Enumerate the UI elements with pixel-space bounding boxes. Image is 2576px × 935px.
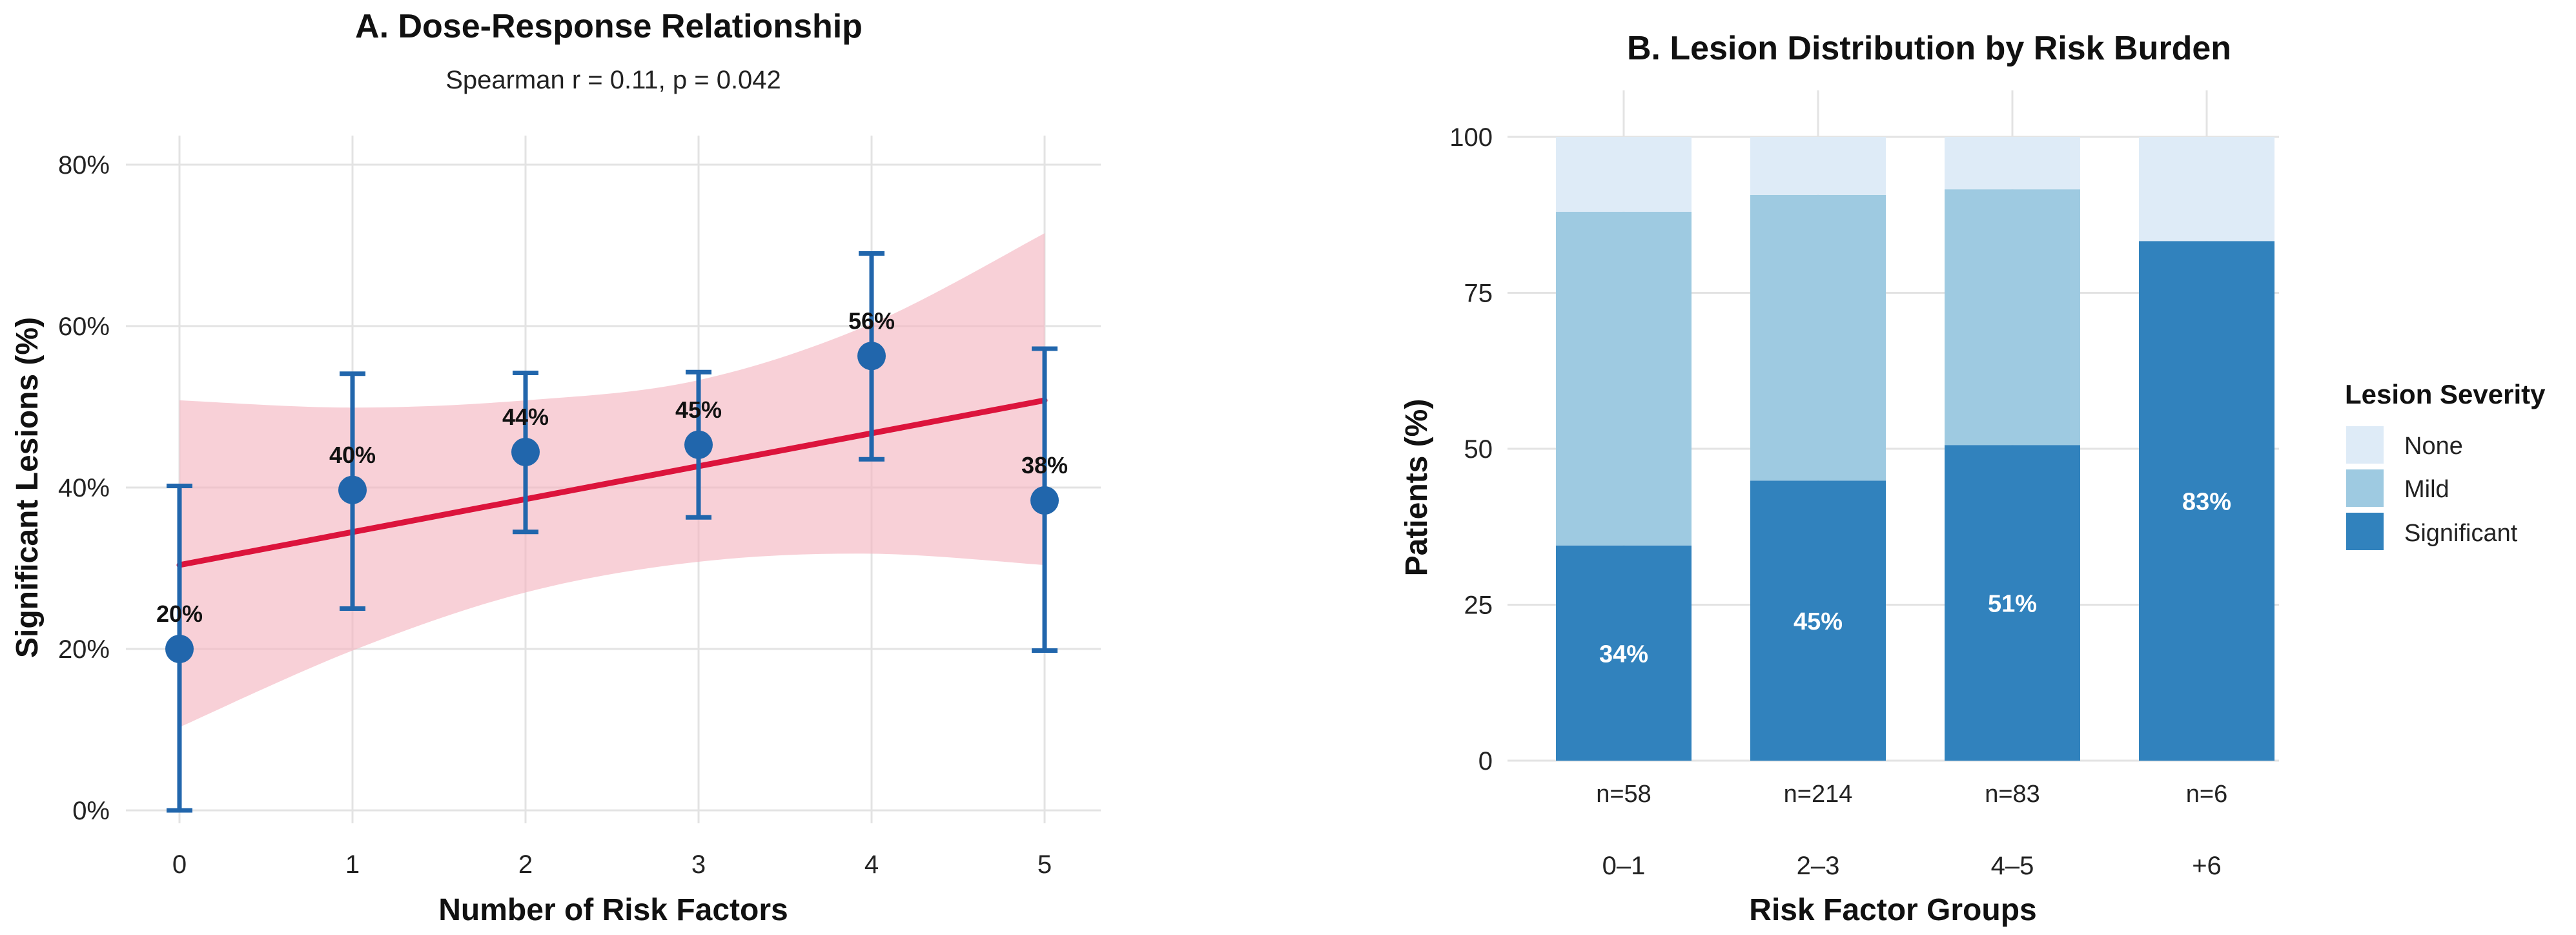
legend-label-significant: Significant: [2404, 520, 2518, 547]
legend-swatch-none: [2346, 426, 2384, 464]
panel-a-x-tick-label: 4: [864, 850, 879, 879]
panel-a-y-axis-title: Significant Lesions (%): [10, 317, 45, 658]
panel-a-title: A. Dose-Response Relationship: [355, 8, 863, 45]
panel-a-subtitle: Spearman r = 0.11, p = 0.042: [445, 66, 781, 94]
panel-b-y-axis-title: Patients (%): [1400, 399, 1434, 577]
panel-b-x-tick-label: 4–5: [1991, 852, 2034, 880]
panel-a-x-tick-label: 0: [172, 850, 187, 879]
panel-a-y-tick-label: 0%: [72, 797, 110, 825]
panel-a-x-tick-label: 2: [518, 850, 533, 879]
panel-b-y-tick-label: 25: [1464, 591, 1493, 620]
data-point-label: 45%: [675, 396, 722, 423]
legend: Lesion Severity None Mild Significant: [2345, 379, 2546, 550]
data-point-label: 56%: [848, 307, 895, 334]
bar-value-label: 34%: [1599, 641, 1648, 668]
regression-line: [176, 397, 1048, 568]
panel-a-points: 20% 40% 44% 45% 56% 38%: [156, 307, 1068, 663]
bar-segment-significant: [1750, 480, 1886, 761]
legend-swatch-mild: [2346, 469, 2384, 507]
sample-size-label: n=6: [2186, 781, 2227, 808]
panel-b-bars: 34% 45% 51% 83%: [1556, 137, 2274, 761]
data-point-label: 40%: [329, 442, 376, 468]
bar-segment-mild: [1945, 189, 2080, 446]
panel-b-x-tick-label: 2–3: [1797, 852, 1840, 880]
panel-b-x-axis-title: Risk Factor Groups: [1749, 893, 2036, 927]
panel-a-dose-response: 20%40%44% 45%56%38% 0 1 2 3 4 50%20%40%60%80% …: [10, 8, 1101, 927]
bar-value-label: 45%: [1794, 608, 1843, 635]
data-point: [165, 635, 194, 663]
panel-a-ticks: 0 1 2 3 4 5 0% 20% 40% 60% 80%: [58, 151, 1052, 879]
data-point: [511, 438, 540, 466]
sample-size-label: n=214: [1784, 781, 1853, 808]
sample-size-label: n=58: [1596, 781, 1651, 808]
bar-segment-significant: [2139, 241, 2274, 761]
bar-segment-mild: [1750, 194, 1886, 481]
data-point: [857, 342, 886, 371]
panel-a-fit-line: [176, 397, 1048, 568]
panel-b-lesion-distribution: 34% 45% 51% 83% 0 25 50 75 100 n=58 0–1 n=214 2–3 n=…: [1400, 30, 2546, 927]
data-point-label: 20%: [156, 601, 203, 627]
panel-a-y-tick-label: 80%: [58, 151, 110, 180]
data-point: [338, 475, 367, 504]
bar-segment-none: [1945, 137, 2080, 190]
bar-segment-none: [1556, 137, 1692, 212]
panel-a-x-axis-title: Number of Risk Factors: [438, 893, 788, 927]
panel-b-y-tick-label: 75: [1464, 280, 1493, 308]
data-point: [1030, 486, 1059, 515]
bar-segment-significant: [1556, 545, 1692, 761]
legend-title: Lesion Severity: [2345, 379, 2546, 409]
panel-b-title: B. Lesion Distribution by Risk Burden: [1627, 30, 2231, 67]
data-point-label: 38%: [1021, 452, 1068, 478]
bar-segment-none: [1750, 137, 1886, 195]
panel-a-x-tick-label: 5: [1038, 850, 1052, 879]
panel-b-y-tick-label: 50: [1464, 435, 1493, 464]
bar-segment-none: [2139, 137, 2274, 241]
data-point-label: 44%: [502, 404, 549, 430]
panel-b-y-tick-label: 100: [1449, 123, 1493, 152]
panel-b-x-tick-label: 0–1: [1602, 852, 1646, 880]
bar-value-label: 83%: [2182, 489, 2231, 516]
sample-size-label: n=83: [1985, 781, 2040, 808]
bar-segment-mild: [1556, 211, 1692, 546]
panel-a-x-tick-label: 1: [345, 850, 360, 879]
panel-a-y-tick-label: 20%: [58, 635, 110, 664]
bar-segment-significant: [1945, 445, 2080, 761]
legend-label-none: None: [2404, 433, 2463, 460]
panel-b-ticks: 0 25 50 75 100 n=58 0–1 n=214 2–3 n=83 4–5 n=6 +6: [1449, 123, 2227, 880]
panel-a-y-tick-label: 60%: [58, 313, 110, 341]
panel-a-y-tick-label: 40%: [58, 474, 110, 502]
legend-label-mild: Mild: [2404, 476, 2449, 503]
bar-value-label: 51%: [1988, 591, 2037, 618]
panel-b-y-tick-label: 0: [1478, 747, 1493, 776]
data-point: [684, 430, 713, 459]
panel-b-x-tick-label: +6: [2192, 852, 2222, 880]
panel-a-x-tick-label: 3: [691, 850, 706, 879]
legend-swatch-significant: [2346, 513, 2384, 550]
